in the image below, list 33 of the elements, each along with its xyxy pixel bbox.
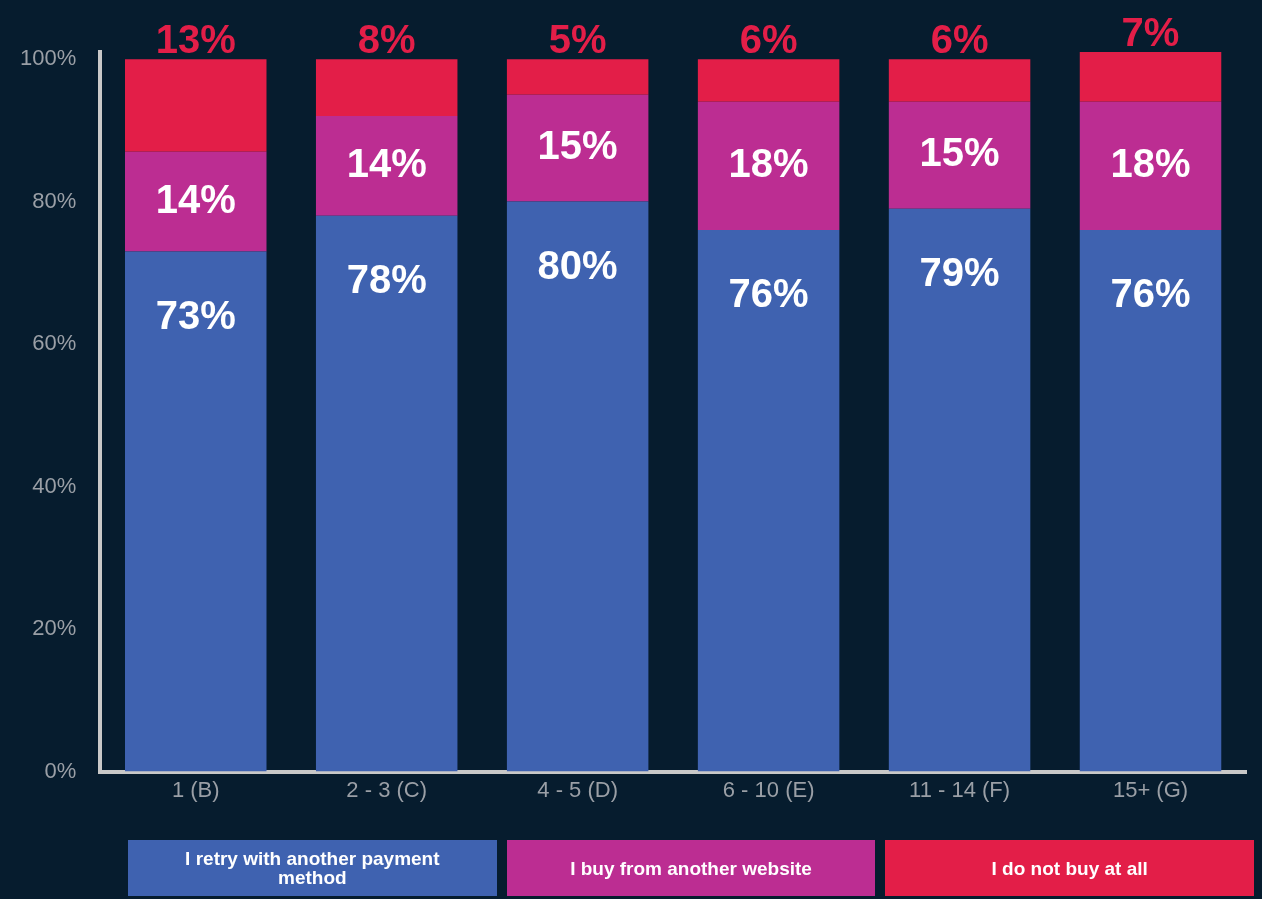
- y-tick-label: 0%: [44, 757, 77, 783]
- y-tick-label: 60%: [32, 330, 77, 356]
- data-label: 76%: [1110, 271, 1191, 316]
- data-label: 6%: [739, 17, 798, 62]
- data-label: 80%: [537, 242, 618, 287]
- data-label: 18%: [1110, 141, 1191, 186]
- x-tick-label: 6 - 10 (E): [722, 776, 815, 802]
- text: I buy from another website: [570, 857, 812, 879]
- data-label: 6%: [930, 17, 989, 62]
- data-label: 15%: [537, 123, 618, 168]
- data-label: 79%: [919, 249, 1000, 294]
- y-tick-label: 100%: [19, 45, 77, 71]
- x-tick-label: 15+ (G): [1112, 776, 1189, 802]
- y-tick-label: 20%: [32, 615, 77, 641]
- x-tick-label: 4 - 5 (D): [537, 776, 618, 802]
- data-label: 14%: [155, 176, 236, 221]
- y-tick-label: 80%: [32, 187, 77, 213]
- text: I retry with another payment method: [184, 848, 441, 888]
- y-tick-label: 40%: [32, 472, 77, 498]
- data-label: 5%: [548, 17, 607, 62]
- data-label: 15%: [919, 130, 1000, 175]
- data-label: 73%: [155, 292, 236, 337]
- data-label: 76%: [728, 271, 809, 316]
- data-label: 14%: [346, 141, 427, 186]
- data-label: 13%: [155, 17, 236, 62]
- data-label: 78%: [346, 256, 427, 301]
- text: I do not buy at all: [991, 857, 1148, 879]
- x-tick-label: 11 - 14 (F): [909, 776, 1011, 802]
- data-label: 7%: [1121, 10, 1180, 54]
- data-label: 8%: [357, 17, 416, 62]
- data-label: 18%: [728, 141, 809, 186]
- x-tick-label: 2 - 3 (C): [346, 776, 428, 802]
- x-tick-label: 1 (B): [171, 776, 220, 802]
